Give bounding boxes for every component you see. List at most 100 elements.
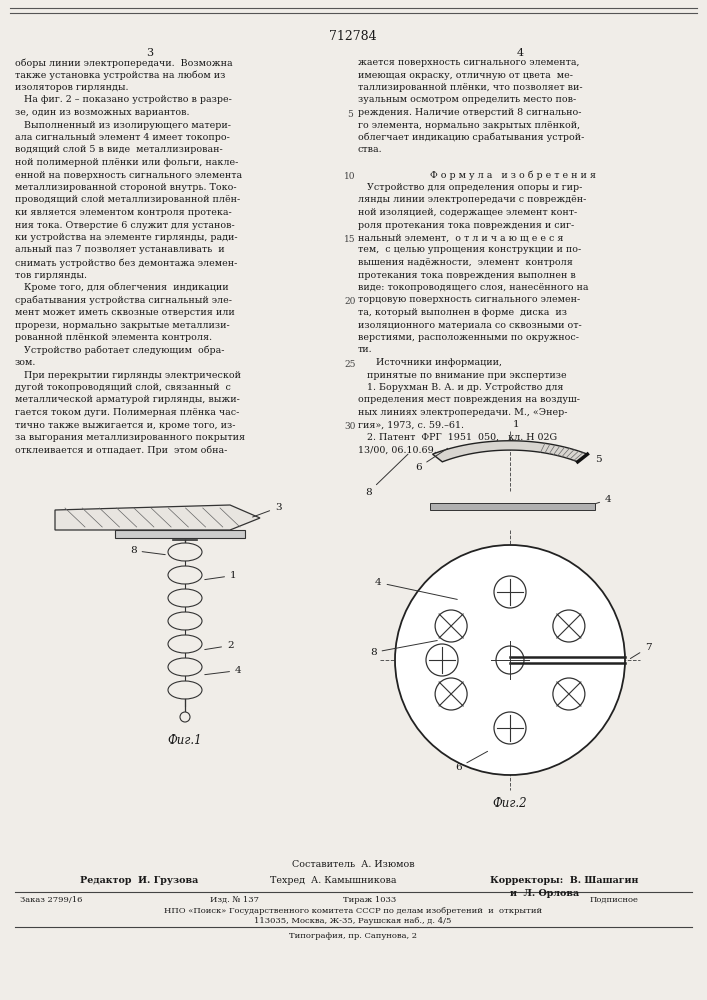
Text: гается током дуги. Полимерная плёнка час-: гается током дуги. Полимерная плёнка час… [15, 408, 240, 417]
Circle shape [180, 712, 190, 722]
Text: 4: 4 [516, 48, 524, 58]
Text: ных линиях электропередачи. М., «Энер-: ных линиях электропередачи. М., «Энер- [358, 408, 568, 417]
Text: рованной плёнкой элемента контроля.: рованной плёнкой элемента контроля. [15, 333, 212, 342]
Text: 13/00, 06.10.69.: 13/00, 06.10.69. [358, 446, 437, 454]
Polygon shape [55, 505, 260, 530]
Text: торцовую поверхность сигнального элемен-: торцовую поверхность сигнального элемен- [358, 296, 580, 304]
Text: Типография, пр. Сапунова, 2: Типография, пр. Сапунова, 2 [289, 932, 417, 940]
Text: ной полимерной плёнки или фольги, накле-: ной полимерной плёнки или фольги, накле- [15, 158, 238, 167]
Text: 4: 4 [205, 666, 242, 675]
Text: имеющая окраску, отличную от цвета  ме-: имеющая окраску, отличную от цвета ме- [358, 70, 573, 80]
Text: изоляторов гирлянды.: изоляторов гирлянды. [15, 83, 129, 92]
Text: Составитель  А. Изюмов: Составитель А. Изюмов [292, 860, 414, 869]
Ellipse shape [168, 543, 202, 561]
Text: дугой токопроводящий слой, связанный  с: дугой токопроводящий слой, связанный с [15, 383, 231, 392]
Text: 8: 8 [130, 546, 165, 555]
Text: виде: токопроводящего слоя, нанесённого на: виде: токопроводящего слоя, нанесённого … [358, 283, 588, 292]
Text: Изд. № 137: Изд. № 137 [210, 896, 259, 904]
Text: изоляционного материала со сквозными от-: изоляционного материала со сквозными от- [358, 320, 582, 330]
Ellipse shape [168, 681, 202, 699]
Text: ки устройства на элементе гирлянды, ради-: ки устройства на элементе гирлянды, ради… [15, 233, 238, 242]
Text: та, который выполнен в форме  диска  из: та, который выполнен в форме диска из [358, 308, 567, 317]
Text: лянды линии электропередачи с повреждён-: лянды линии электропередачи с повреждён- [358, 196, 586, 205]
Text: отклеивается и отпадает. При  этом обна-: отклеивается и отпадает. При этом обна- [15, 446, 228, 455]
Text: 8: 8 [365, 454, 408, 497]
Text: оборы линии электропередачи.  Возможна: оборы линии электропередачи. Возможна [15, 58, 233, 68]
Text: Техред  А. Камышникова: Техред А. Камышникова [270, 876, 397, 885]
Text: облегчает индикацию срабатывания устрой-: облегчает индикацию срабатывания устрой- [358, 133, 585, 142]
Text: 15: 15 [344, 235, 356, 244]
Text: Фиг.1: Фиг.1 [168, 734, 202, 747]
Text: ния тока. Отверстие 6 служит для установ-: ния тока. Отверстие 6 служит для установ… [15, 221, 235, 230]
Circle shape [553, 610, 585, 642]
Text: ала сигнальный элемент 4 имеет токопро-: ала сигнальный элемент 4 имеет токопро- [15, 133, 230, 142]
Text: Подписное: Подписное [590, 896, 639, 904]
Text: тично также выжигается и, кроме того, из-: тично также выжигается и, кроме того, из… [15, 420, 235, 430]
Ellipse shape [168, 589, 202, 607]
Text: 2: 2 [205, 641, 233, 650]
Text: 1: 1 [513, 420, 520, 429]
Text: водящий слой 5 в виде  металлизирован-: водящий слой 5 в виде металлизирован- [15, 145, 223, 154]
Text: реждения. Наличие отверстий 8 сигнально-: реждения. Наличие отверстий 8 сигнально- [358, 108, 581, 117]
Text: На фиг. 2 – показано устройство в разре-: На фиг. 2 – показано устройство в разре- [15, 96, 232, 104]
Circle shape [435, 678, 467, 710]
Text: гия», 1973, с. 59.–61.: гия», 1973, с. 59.–61. [358, 420, 464, 430]
Text: 4: 4 [588, 495, 612, 506]
Text: Ф о р м у л а   и з о б р е т е н и я: Ф о р м у л а и з о б р е т е н и я [430, 170, 596, 180]
Text: принятые по внимание при экспертизе: принятые по внимание при экспертизе [358, 370, 566, 379]
Text: енной на поверхность сигнального элемента: енной на поверхность сигнального элемент… [15, 170, 242, 180]
Text: Корректоры:  В. Шашагин: Корректоры: В. Шашагин [490, 876, 638, 885]
Text: зе, один из возможных вариантов.: зе, один из возможных вариантов. [15, 108, 189, 117]
Text: При перекрытии гирлянды электрической: При перекрытии гирлянды электрической [15, 370, 241, 379]
Text: Устройство для определения опоры и гир-: Устройство для определения опоры и гир- [358, 183, 583, 192]
Bar [430, 503, 595, 510]
Text: 6: 6 [455, 751, 488, 772]
Text: 5: 5 [595, 455, 602, 464]
Text: прорези, нормально закрытые металлизи-: прорези, нормально закрытые металлизи- [15, 320, 230, 330]
Circle shape [496, 646, 524, 674]
Text: ной изоляцией, содержащее элемент конт-: ной изоляцией, содержащее элемент конт- [358, 208, 577, 217]
Text: зом.: зом. [15, 358, 36, 367]
Text: Выполненный из изолирующего матери-: Выполненный из изолирующего матери- [15, 120, 231, 129]
Text: 1. Борухман В. А. и др. Устройство для: 1. Борухман В. А. и др. Устройство для [358, 383, 563, 392]
Text: металлизированной стороной внутрь. Токо-: металлизированной стороной внутрь. Токо- [15, 183, 237, 192]
Text: Источники информации,: Источники информации, [358, 358, 502, 367]
Text: 6: 6 [415, 448, 448, 472]
Text: верстиями, расположенными по окружнос-: верстиями, расположенными по окружнос- [358, 333, 579, 342]
Text: тем,  с целью упрощения конструкции и по-: тем, с целью упрощения конструкции и по- [358, 245, 581, 254]
Text: 30: 30 [344, 422, 356, 431]
Text: срабатывания устройства сигнальный эле-: срабатывания устройства сигнальный эле- [15, 296, 232, 305]
Text: 3: 3 [252, 503, 281, 517]
Text: зуальным осмотром определить место пов-: зуальным осмотром определить место пов- [358, 96, 576, 104]
Text: таллизированной плёнки, что позволяет ви-: таллизированной плёнки, что позволяет ви… [358, 83, 583, 92]
Text: 8: 8 [370, 641, 437, 657]
Ellipse shape [168, 635, 202, 653]
Text: 712784: 712784 [329, 30, 377, 43]
Text: 4: 4 [375, 578, 457, 599]
Text: Тираж 1033: Тираж 1033 [344, 896, 397, 904]
Text: 113035, Москва, Ж-35, Раушская наб., д. 4/5: 113035, Москва, Ж-35, Раушская наб., д. … [255, 917, 452, 925]
Text: Заказ 2799/16: Заказ 2799/16 [20, 896, 83, 904]
Text: 25: 25 [344, 360, 356, 369]
Text: альный паз 7 позволяет устанавливать  и: альный паз 7 позволяет устанавливать и [15, 245, 225, 254]
Circle shape [494, 712, 526, 744]
Text: мент может иметь сквозные отверстия или: мент может иметь сквозные отверстия или [15, 308, 235, 317]
Text: снимать устройство без демонтажа элемен-: снимать устройство без демонтажа элемен- [15, 258, 238, 267]
Text: ства.: ства. [358, 145, 382, 154]
Text: и  Л. Орлова: и Л. Орлова [510, 889, 579, 898]
Text: ки является элементом контроля протека-: ки является элементом контроля протека- [15, 208, 232, 217]
Text: 2. Патент  ФРГ  1951  050,   кл. H 02G: 2. Патент ФРГ 1951 050, кл. H 02G [358, 433, 557, 442]
Text: Редактор  И. Грузова: Редактор И. Грузова [80, 876, 198, 885]
Text: Устройство работает следующим  обра-: Устройство работает следующим обра- [15, 346, 225, 355]
Text: 20: 20 [344, 297, 356, 306]
Circle shape [395, 545, 625, 775]
Text: вышения надёжности,  элемент  контроля: вышения надёжности, элемент контроля [358, 258, 573, 267]
Text: нальный элемент,  о т л и ч а ю щ е е с я: нальный элемент, о т л и ч а ю щ е е с я [358, 233, 563, 242]
Text: проводящий слой металлизированной плён-: проводящий слой металлизированной плён- [15, 196, 240, 205]
Text: металлической арматурой гирлянды, выжи-: металлической арматурой гирлянды, выжи- [15, 395, 240, 404]
Circle shape [553, 678, 585, 710]
Text: протекания тока повреждения выполнен в: протекания тока повреждения выполнен в [358, 270, 575, 279]
Text: 1: 1 [205, 571, 237, 580]
Ellipse shape [168, 612, 202, 630]
Text: 3: 3 [146, 48, 153, 58]
